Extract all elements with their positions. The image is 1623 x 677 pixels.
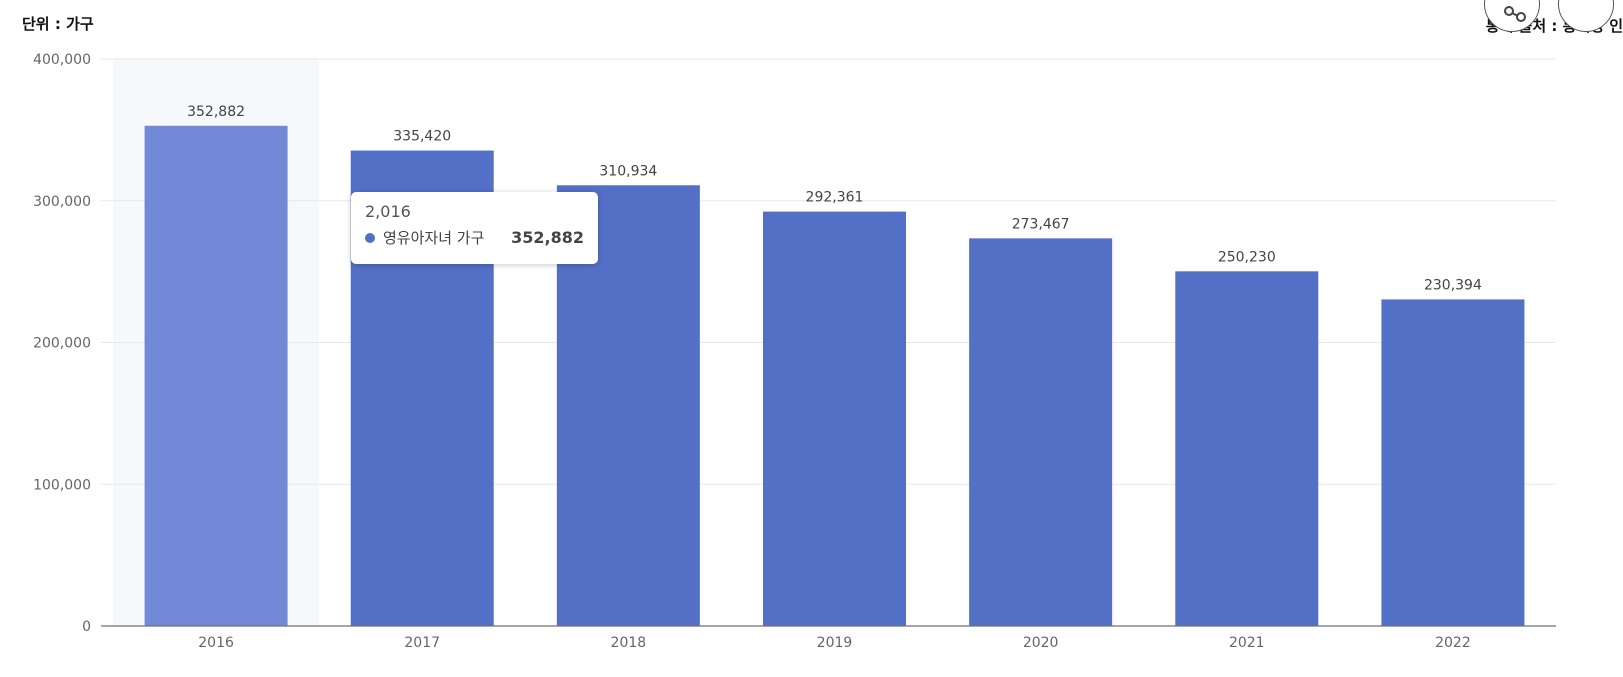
bar-value-label: 335,420 (393, 129, 451, 145)
bar[interactable] (763, 211, 906, 626)
x-tick-label: 2022 (1435, 635, 1471, 651)
x-tick-label: 2019 (817, 635, 853, 651)
x-tick-label: 2018 (611, 635, 647, 651)
tooltip-value: 352,882 (511, 228, 584, 247)
bar-value-label: 292,361 (806, 190, 864, 206)
y-tick-label: 0 (82, 619, 91, 635)
x-tick-label: 2021 (1229, 635, 1265, 651)
unit-label: 단위 : 가구 (22, 15, 94, 33)
x-tick-label: 2017 (404, 635, 440, 651)
bar-value-label: 310,934 (599, 163, 657, 179)
y-tick-label: 200,000 (33, 336, 91, 352)
bar-value-label: 250,230 (1218, 249, 1276, 265)
x-tick-label: 2016 (198, 635, 234, 651)
y-tick-label: 300,000 (33, 194, 91, 210)
y-tick-label: 400,000 (33, 52, 91, 68)
tooltip-row: 영유아자녀 가구 352,882 (365, 227, 584, 248)
bar-value-label: 352,882 (187, 104, 245, 120)
tooltip-series-name: 영유아자녀 가구 (383, 229, 485, 247)
x-tick-label: 2020 (1023, 635, 1059, 651)
share-button[interactable] (1484, 0, 1540, 32)
bar[interactable] (969, 238, 1113, 626)
bar[interactable] (1175, 271, 1319, 626)
chart-tooltip: 2,016 영유아자녀 가구 352,882 (351, 192, 598, 264)
share-icon (1504, 6, 1526, 22)
bar-value-label: 273,467 (1012, 216, 1070, 232)
bar[interactable] (144, 125, 288, 626)
bar-value-label: 230,394 (1424, 277, 1482, 293)
y-tick-label: 100,000 (33, 477, 91, 493)
bar[interactable] (1381, 299, 1525, 626)
tooltip-title: 2,016 (365, 202, 411, 221)
tooltip-series-dot (365, 232, 375, 243)
